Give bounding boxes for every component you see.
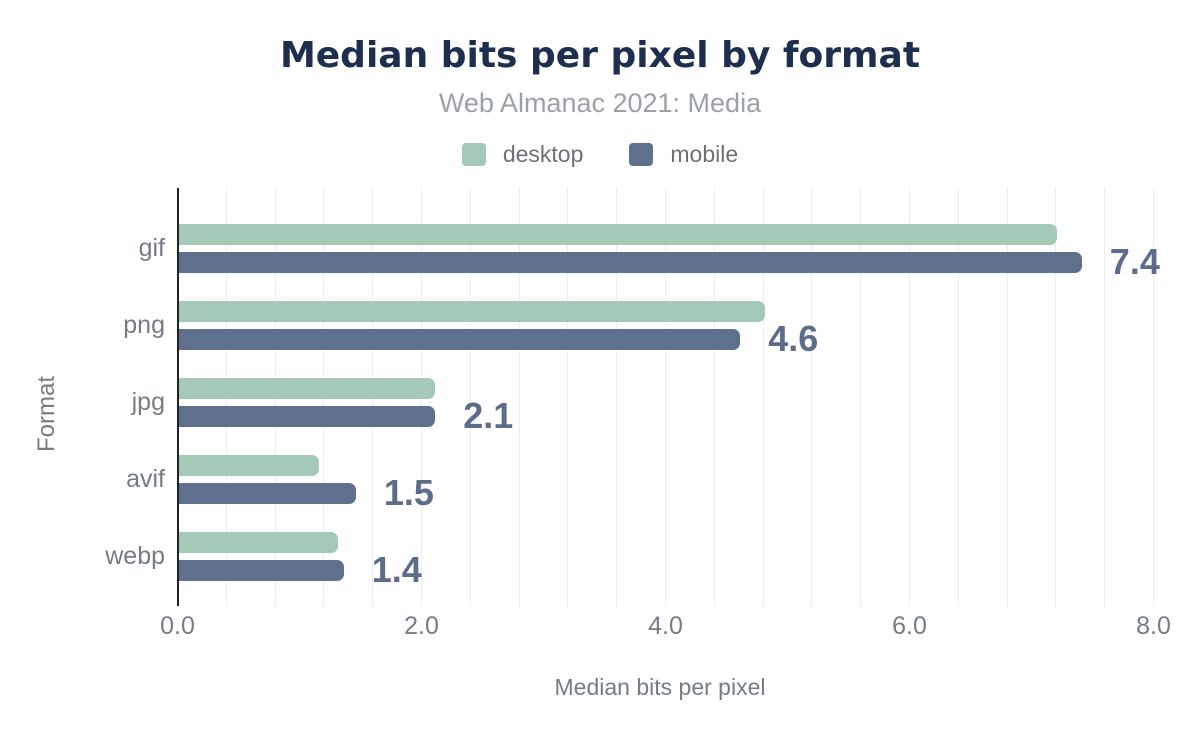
x-axis-title: Median bits per pixel: [554, 674, 766, 700]
gridline: [518, 188, 520, 606]
gridline: [1153, 188, 1154, 606]
gridline: [1006, 188, 1008, 606]
bar-mobile-jpg: [179, 405, 436, 427]
bar-mobile-png: [179, 328, 741, 350]
x-tick-label: 8.0: [1136, 612, 1171, 640]
category-label-webp: webp: [105, 542, 165, 570]
x-tick-label: 4.0: [648, 612, 683, 640]
bar-desktop-png: [179, 300, 765, 322]
category-label-jpg: jpg: [131, 388, 165, 416]
category-label-png: png: [123, 311, 165, 339]
gridline: [1104, 188, 1106, 606]
gridline: [762, 188, 764, 606]
x-tick-label: 2.0: [404, 612, 439, 640]
gridline: [713, 188, 715, 606]
legend-swatch-mobile: [629, 142, 654, 166]
gridline: [665, 188, 666, 606]
bar-mobile-webp: [179, 559, 344, 581]
gridline: [616, 188, 618, 606]
chart-title: Median bits per pixel by format: [279, 35, 921, 76]
x-tick-label: 6.0: [892, 612, 927, 640]
bar-mobile-avif: [179, 482, 356, 504]
gridline: [469, 188, 471, 606]
category-label-gif: gif: [138, 234, 165, 262]
value-label-gif: 7.4: [1109, 241, 1160, 282]
category-label-avif: avif: [126, 465, 165, 493]
gridline: [567, 188, 569, 606]
bar-desktop-avif: [179, 454, 320, 476]
value-label-avif: 1.5: [383, 472, 434, 513]
x-tick-label: 0.0: [160, 612, 195, 640]
legend-label-mobile: mobile: [670, 141, 739, 167]
bar-desktop-jpg: [179, 377, 436, 399]
gridline: [957, 188, 959, 606]
plot-area: 7.4 4.6 2.1 1.5 1.4: [177, 188, 1197, 606]
value-label-jpg: 2.1: [463, 395, 514, 436]
gridline: [1055, 188, 1057, 606]
y-axis-line: [177, 188, 179, 606]
bar-desktop-webp: [179, 531, 338, 553]
legend-swatch-desktop: [461, 142, 486, 166]
bar-mobile-gif: [179, 251, 1082, 273]
legend-label-desktop: desktop: [502, 141, 584, 167]
gridline: [811, 188, 813, 606]
value-label-webp: 1.4: [371, 549, 422, 590]
value-label-png: 4.6: [768, 318, 819, 359]
chart-subtitle: Web Almanac 2021: Media: [438, 88, 762, 118]
gridline: [909, 188, 910, 606]
legend-item-desktop: desktop: [461, 141, 584, 167]
bar-desktop-gif: [179, 223, 1058, 245]
legend: desktop mobile: [0, 141, 1200, 167]
legend-item-mobile: mobile: [629, 141, 738, 167]
gridline: [860, 188, 862, 606]
